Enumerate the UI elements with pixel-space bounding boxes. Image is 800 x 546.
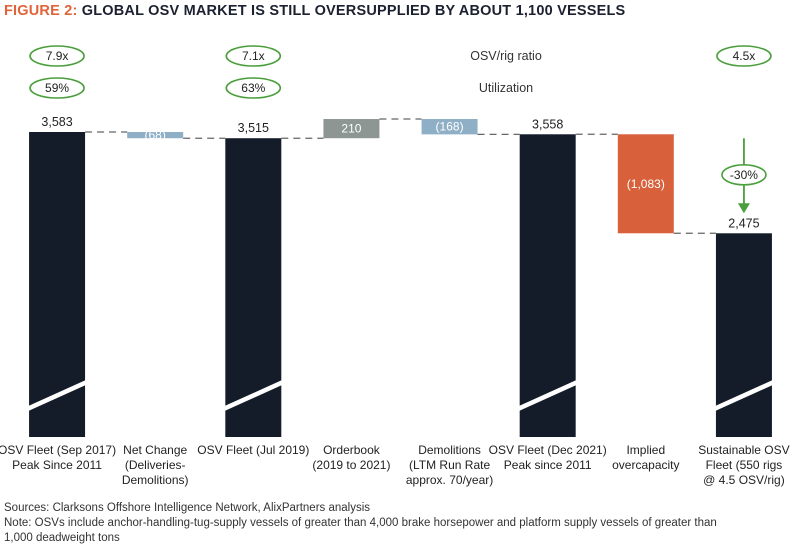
category-label: overcapacity [612, 458, 679, 472]
note-line-2: 1,000 deadweight tons [4, 532, 120, 544]
bar-value-label: (168) [436, 120, 464, 134]
bar-value-label: (68) [145, 128, 166, 142]
figure-title: GLOBAL OSV MARKET IS STILL OVERSUPPLIED … [81, 3, 626, 19]
ratio-oval [225, 77, 282, 99]
bar-value-label: 2,475 [728, 216, 759, 230]
figure-label: FIGURE 2: [4, 3, 78, 19]
bar-1 [29, 132, 86, 437]
axis-break-mark [26, 379, 89, 412]
category-label: (LTM Run Rate [409, 458, 490, 472]
bar-value-label: 3,515 [238, 121, 269, 135]
sources-text: Sources: Clarksons Offshore Intelligence… [4, 502, 371, 514]
axis-break-mark [516, 379, 579, 412]
category-label: Demolitions [418, 443, 481, 457]
ratio-value: 63% [241, 81, 265, 95]
chart-title: FIGURE 2: GLOBAL OSV MARKET IS STILL OVE… [4, 3, 625, 19]
ratio-oval [716, 45, 772, 67]
ratio-row-label: OSV/rig ratio [470, 49, 542, 63]
bar-value-label: 3,583 [41, 115, 72, 129]
bar-4 [323, 119, 380, 139]
category-label: (2019 to 2021) [312, 458, 390, 472]
bar-5 [421, 119, 478, 135]
bar-value-label: 210 [341, 122, 361, 136]
bar-value-label: 3,558 [532, 117, 563, 131]
category-label: OSV Fleet (Dec 2021) [489, 443, 607, 457]
bar-2 [127, 132, 184, 139]
ratio-oval [225, 45, 282, 67]
category-label: Implied [626, 443, 665, 457]
category-label: (Deliveries- [125, 458, 186, 472]
category-label: approx. 70/year) [406, 473, 493, 487]
waterfall-chart: 3,583 (68) 3,515 210 (168) 3,558 (1,083) 2,475 O… [0, 45, 790, 487]
note-line-1: Note: OSVs include anchor-handling-tug-s… [4, 517, 717, 529]
reduction-arrow-head [737, 203, 750, 214]
ratio-oval [29, 77, 85, 99]
category-label: Orderbook [323, 443, 381, 457]
ratio-oval [29, 45, 85, 67]
category-label: Fleet (550 rigs [706, 458, 783, 472]
reduction-label: -30% [730, 168, 758, 182]
category-label: Peak Since 2011 [12, 458, 102, 472]
category-label: @ 4.5 OSV/rig) [703, 473, 785, 487]
category-label: OSV Fleet (Jul 2019) [197, 443, 309, 457]
bar-6 [519, 134, 576, 437]
bar-3 [225, 138, 282, 437]
category-label: Net Change [123, 443, 187, 457]
reduction-oval [721, 163, 767, 186]
axis-break-mark [712, 379, 775, 412]
ratio-value: 7.1x [242, 49, 265, 63]
category-label: Peak since 2011 [504, 458, 592, 472]
category-label: Sustainable OSV [698, 443, 789, 457]
ratio-value: 4.5x [733, 49, 756, 63]
category-label: Demolitions) [122, 473, 189, 487]
category-label: OSV Fleet (Sep 2017) [0, 443, 116, 457]
ratio-row-label: Utilization [479, 81, 533, 95]
bar-7 [617, 134, 674, 234]
ratio-value: 7.9x [46, 49, 69, 63]
axis-break-mark [222, 379, 285, 412]
bar-value-label: (1,083) [627, 177, 665, 191]
ratio-value: 59% [45, 81, 69, 95]
